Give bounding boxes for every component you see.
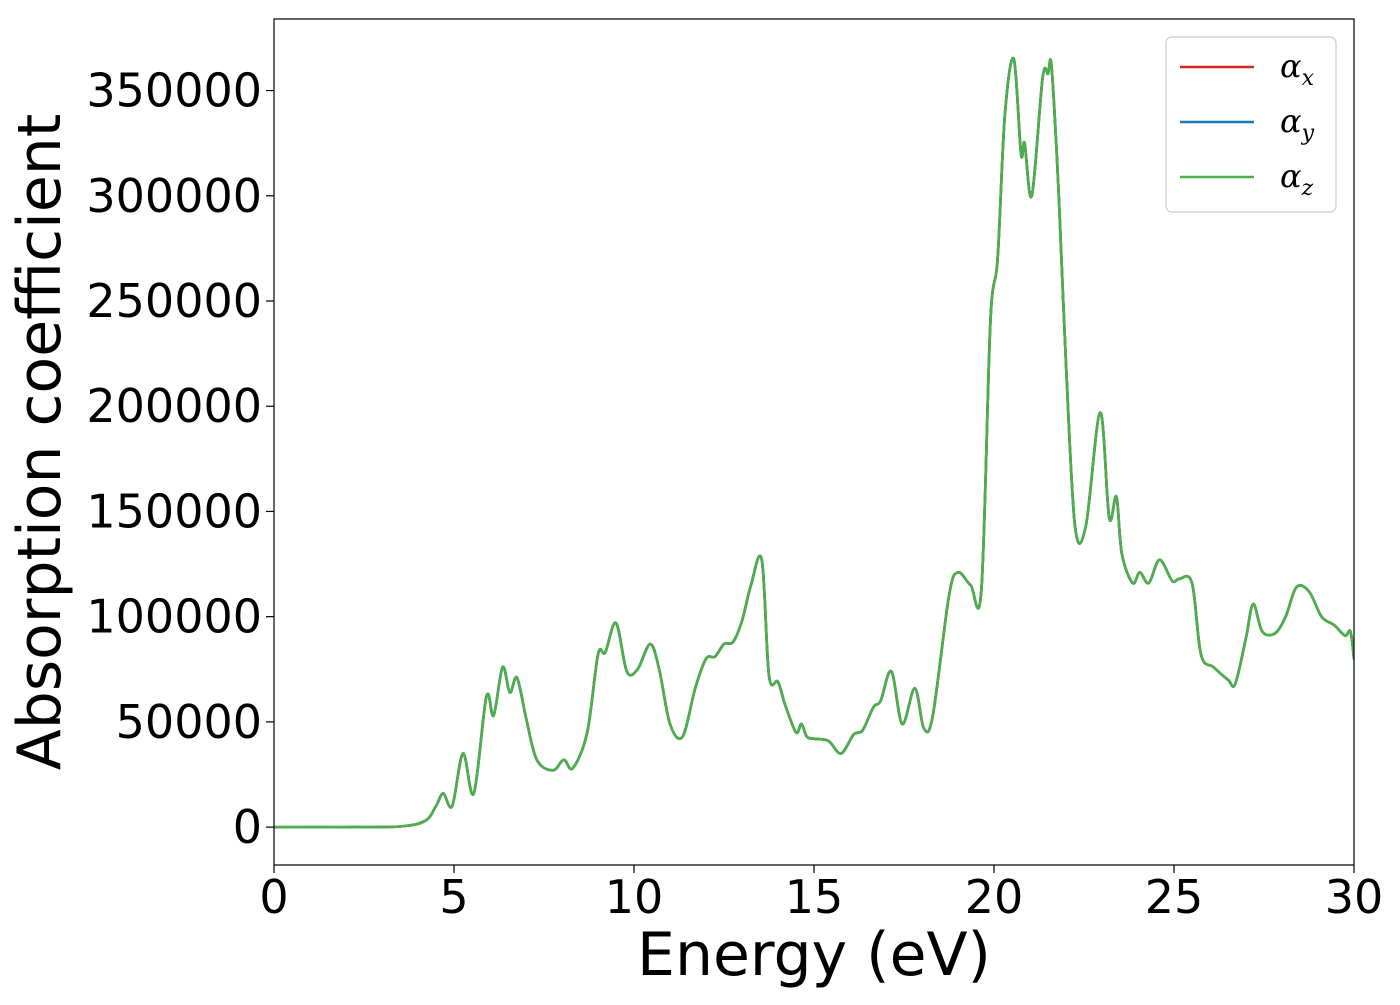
legend-label-y: αy bbox=[1280, 102, 1315, 146]
y-tick-label: 0 bbox=[233, 800, 262, 854]
legend-label-z: αz bbox=[1280, 157, 1314, 201]
x-axis-title: Energy (eV) bbox=[637, 920, 991, 990]
legend: αx αy αz bbox=[1165, 36, 1337, 213]
y-tick-label: 100000 bbox=[86, 590, 262, 644]
y-tick-label: 350000 bbox=[86, 64, 262, 118]
series-layer bbox=[274, 56, 1354, 829]
x-tick-label: 30 bbox=[1325, 870, 1384, 924]
y-tick-label: 50000 bbox=[116, 695, 262, 749]
x-tick-label: 15 bbox=[785, 870, 844, 924]
y-axis-title: Absorption coefficient bbox=[5, 114, 75, 771]
y-tick-label: 250000 bbox=[86, 274, 262, 328]
x-tick-label: 5 bbox=[439, 870, 468, 924]
y-axis: 0 50000 100000 150000 200000 250000 300000 3500… bbox=[86, 64, 274, 854]
y-tick-label: 150000 bbox=[86, 484, 262, 538]
legend-label-x: αx bbox=[1280, 47, 1315, 91]
x-tick-label: 20 bbox=[965, 870, 1024, 924]
y-tick-label: 200000 bbox=[86, 379, 262, 433]
series-line-z bbox=[274, 56, 1354, 829]
legend-box bbox=[1165, 36, 1337, 213]
x-tick-label: 10 bbox=[605, 870, 664, 924]
x-axis: 0 5 10 15 20 25 30 bbox=[259, 865, 1383, 924]
x-tick-label: 25 bbox=[1145, 870, 1204, 924]
y-tick-label: 300000 bbox=[86, 169, 262, 223]
x-tick-label: 0 bbox=[259, 870, 288, 924]
